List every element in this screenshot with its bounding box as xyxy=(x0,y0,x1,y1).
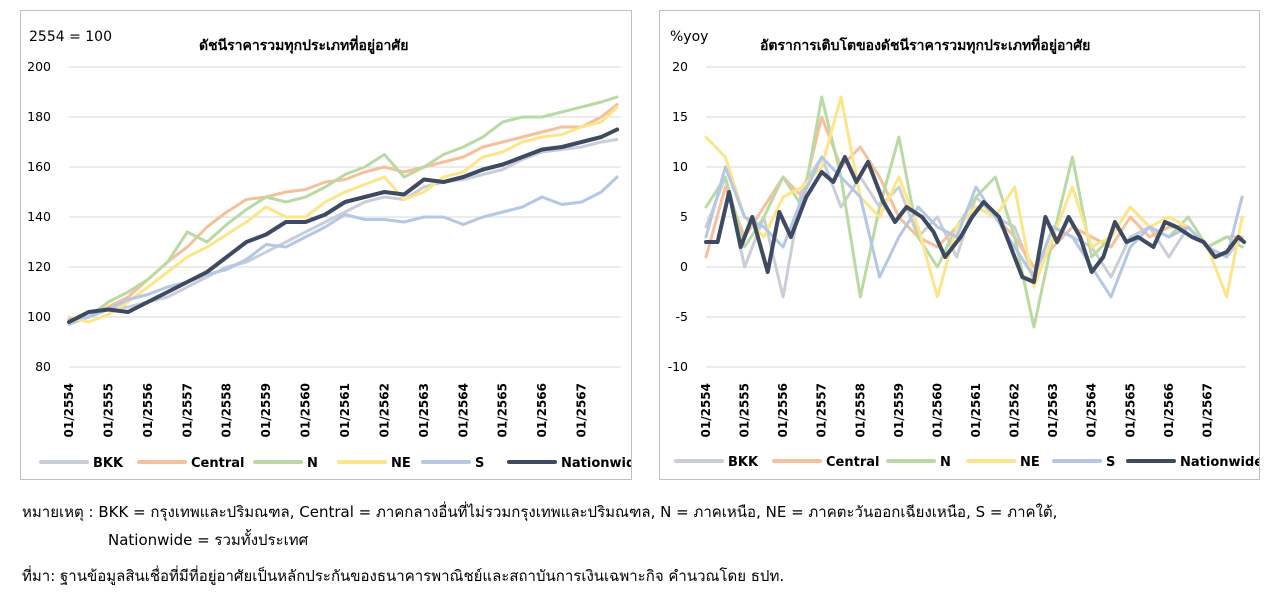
legend-label: NE xyxy=(391,456,411,471)
x-tick-label: 01/2554 xyxy=(62,383,76,437)
chart-title: ดัชนีราคารวมทุกประเภทที่อยู่อาศัย xyxy=(199,38,409,54)
source-note: ที่มา: ฐานข้อมูลสินเชื่อที่มีที่อยู่อาศั… xyxy=(22,567,785,585)
legend-label: Nationwide xyxy=(561,456,631,471)
x-tick-label: 01/2558 xyxy=(220,383,234,437)
legend-label: BKK xyxy=(728,455,759,470)
x-tick-label: 01/2562 xyxy=(377,383,391,437)
x-tick-label: 01/2564 xyxy=(1085,383,1099,437)
y-tick-label: 200 xyxy=(27,59,51,74)
x-tick-label: 01/2566 xyxy=(535,383,549,437)
x-tick-label: 01/2557 xyxy=(815,383,829,437)
x-tick-label: 01/2557 xyxy=(180,383,194,437)
legend-label: N xyxy=(940,455,951,470)
x-tick-label: 01/2565 xyxy=(496,383,510,437)
y-tick-label: 140 xyxy=(27,209,51,224)
y-tick-label: 20 xyxy=(672,59,688,74)
y-tick-label: 5 xyxy=(680,209,688,224)
y-tick-label: 180 xyxy=(27,109,51,124)
footnote-legend-definitions: หมายเหตุ : BKK = กรุงเทพและปริมณฑล, Cent… xyxy=(22,503,1058,521)
legend-label: Nationwide xyxy=(1180,455,1259,470)
series-line-s xyxy=(67,175,619,321)
y-tick-label: -10 xyxy=(668,359,688,374)
series-line-s xyxy=(704,155,1244,299)
x-tick-label: 01/2565 xyxy=(1123,383,1137,437)
x-tick-label: 01/2555 xyxy=(738,383,752,437)
chart-title: อัตราการเติบโตของดัชนีราคารวมทุกประเภทที… xyxy=(760,38,1091,54)
y-tick-label: 15 xyxy=(672,109,688,124)
y-tick-label: 100 xyxy=(27,309,51,324)
x-tick-label: 01/2560 xyxy=(299,383,313,437)
legend-label: N xyxy=(307,456,318,471)
y-tick-label: 80 xyxy=(35,359,51,374)
x-tick-label: 01/2559 xyxy=(259,383,273,437)
x-tick-label: 01/2559 xyxy=(892,383,906,437)
legend-label: BKK xyxy=(93,456,124,471)
chart-svg: 80 100 120 140 160 180 200 01/2554 01/2555 01/255… xyxy=(27,59,631,471)
x-tick-label: 01/2562 xyxy=(1008,383,1022,437)
unit-label: %yoy xyxy=(670,29,709,45)
x-tick-label: 01/2566 xyxy=(1162,383,1176,437)
legend-label: Central xyxy=(826,455,879,470)
legend-label: Central xyxy=(191,456,244,471)
series-line-bkk xyxy=(67,138,619,326)
x-tick-label: 01/2556 xyxy=(776,383,790,437)
x-tick-label: 01/2563 xyxy=(1046,383,1060,437)
y-tick-label: 160 xyxy=(27,159,51,174)
legend-label: S xyxy=(1106,455,1115,470)
series-line-ne xyxy=(704,95,1244,299)
x-tick-label: 01/2561 xyxy=(338,383,352,437)
unit-label: 2554 = 100 xyxy=(29,29,112,45)
legend-label: S xyxy=(475,456,484,471)
y-tick-label: -5 xyxy=(676,309,688,324)
chart-panel-growth-rate: %yoy อัตราการเติบโตของดัชนีราคารวมทุกประ… xyxy=(659,10,1260,480)
legend-label: NE xyxy=(1020,455,1040,470)
x-tick-label: 01/2560 xyxy=(930,383,944,437)
x-tick-label: 01/2561 xyxy=(969,383,983,437)
y-tick-label: 0 xyxy=(680,259,688,274)
x-tick-label: 01/2564 xyxy=(456,383,470,437)
x-tick-label: 01/2567 xyxy=(575,383,589,437)
x-tick-label: 01/2555 xyxy=(101,383,115,437)
y-tick-label: 10 xyxy=(672,159,688,174)
series-line-nationwide xyxy=(704,155,1247,284)
x-tick-label: 01/2554 xyxy=(699,383,713,437)
y-tick-label: 120 xyxy=(27,259,51,274)
x-tick-label: 01/2567 xyxy=(1200,383,1214,437)
chart-panel-house-price-index: 2554 = 100 ดัชนีราคารวมทุกประเภทที่อยู่อ… xyxy=(20,10,632,480)
series-line-ne xyxy=(67,105,619,324)
x-tick-label: 01/2558 xyxy=(853,383,867,437)
x-tick-label: 01/2563 xyxy=(417,383,431,437)
chart-svg: -10 -5 0 5 10 15 20 01/2554 01/2555 01/2556 01/255… xyxy=(668,59,1259,470)
series-line-n xyxy=(67,95,619,321)
x-tick-label: 01/2556 xyxy=(141,383,155,437)
series-line-nationwide xyxy=(67,127,620,324)
footnote-nationwide: Nationwide = รวมทั้งประเทศ xyxy=(108,531,309,549)
